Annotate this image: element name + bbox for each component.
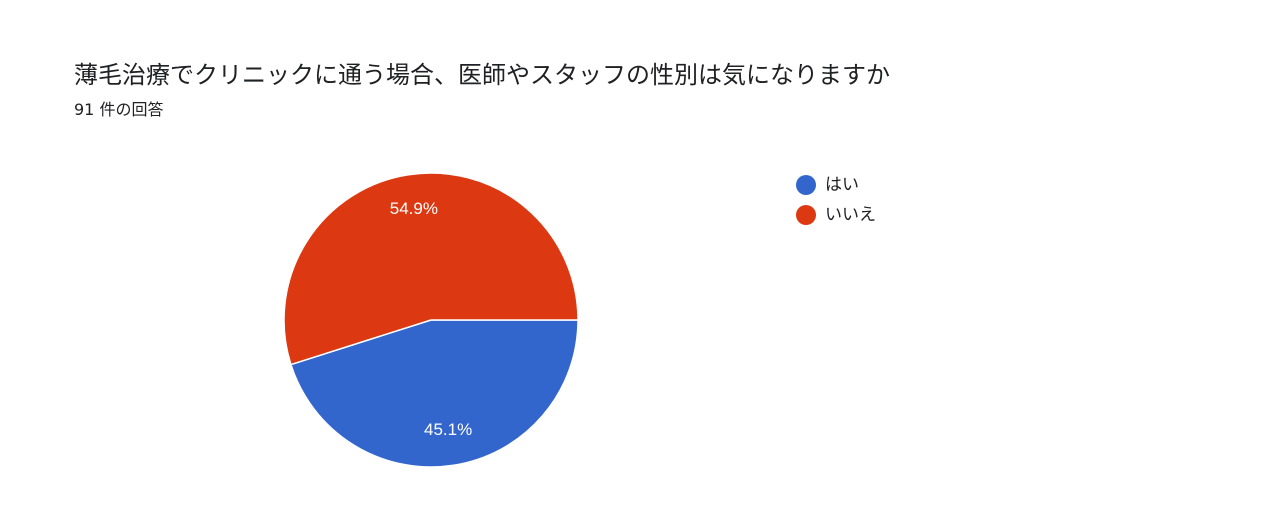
pie-data-label: 54.9%	[390, 199, 438, 218]
chart-title: 薄毛治療でクリニックに通う場合、医師やスタッフの性別は気になりますか	[74, 61, 890, 89]
legend-item-no[interactable]: いいえ	[796, 202, 876, 228]
legend-marker-icon	[796, 175, 816, 195]
pie-labels: 45.1% 54.9%	[390, 199, 472, 439]
legend-marker-icon	[796, 205, 816, 225]
pie-slice-no[interactable]	[283, 172, 579, 366]
legend-label: はい	[825, 175, 859, 195]
chart-legend: はい いいえ	[796, 172, 876, 232]
legend-label: いいえ	[825, 205, 876, 225]
legend-item-yes[interactable]: はい	[796, 172, 876, 198]
pie-data-label: 45.1%	[424, 420, 472, 439]
response-count: 91 件の回答	[74, 100, 164, 119]
pie-slices	[283, 172, 579, 468]
pie-slice-yes[interactable]	[289, 319, 579, 468]
